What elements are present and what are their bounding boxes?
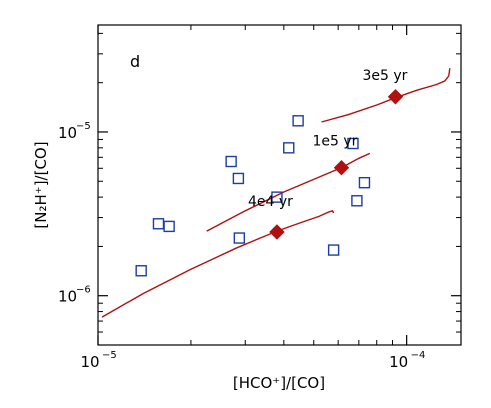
model-markers [269,89,404,240]
minor-ticks [98,25,461,345]
observation-square [358,176,371,189]
observation-square [327,244,340,256]
model-diamond-marker [387,89,404,105]
major-ticks [97,25,461,345]
observation-points [135,115,371,277]
x-tick-label: 10 [389,353,408,371]
panel-label: d [130,52,140,71]
model-track-label: 4e4 yr [248,194,293,210]
model-diamond-marker [333,159,350,176]
model-tracks [101,68,451,318]
tick-labels: 10 −5 10 −410−610−5 [58,121,425,371]
observation-square [351,195,363,207]
observation-square [292,115,304,127]
observation-square [232,172,245,185]
y-tick-label-exponent: −5 [76,121,91,132]
x-tick-label: 10 [80,353,99,371]
observation-square [225,155,237,168]
model-track-line [321,68,451,123]
y-tick-label: 10 [58,288,77,306]
y-tick-label: 10 [58,124,77,142]
y-axis-label: [N₂H⁺]/[CO] [32,141,50,228]
observation-square [283,142,295,154]
y-tick-label-exponent: −6 [76,285,91,296]
model-track-line [101,209,335,318]
plot-frame [97,24,462,346]
observation-square [152,218,165,230]
model-track-line [206,152,371,232]
observation-square [233,232,246,244]
x-tick-label-exponent: −4 [411,350,426,361]
observation-square [135,265,147,277]
observation-square [271,191,283,203]
model-labels: 4e4 yr 1e5 yr 3e5 yr [248,68,408,210]
observation-square [163,220,175,233]
model-track-label: 3e5 yr [362,68,407,84]
x-tick-label-exponent: −5 [102,350,117,361]
observation-square [347,137,359,150]
x-axis-label: [HCO⁺]/[CO] [233,374,325,392]
model-track-label: 1e5 yr [312,134,357,150]
model-diamond-marker [269,224,285,240]
